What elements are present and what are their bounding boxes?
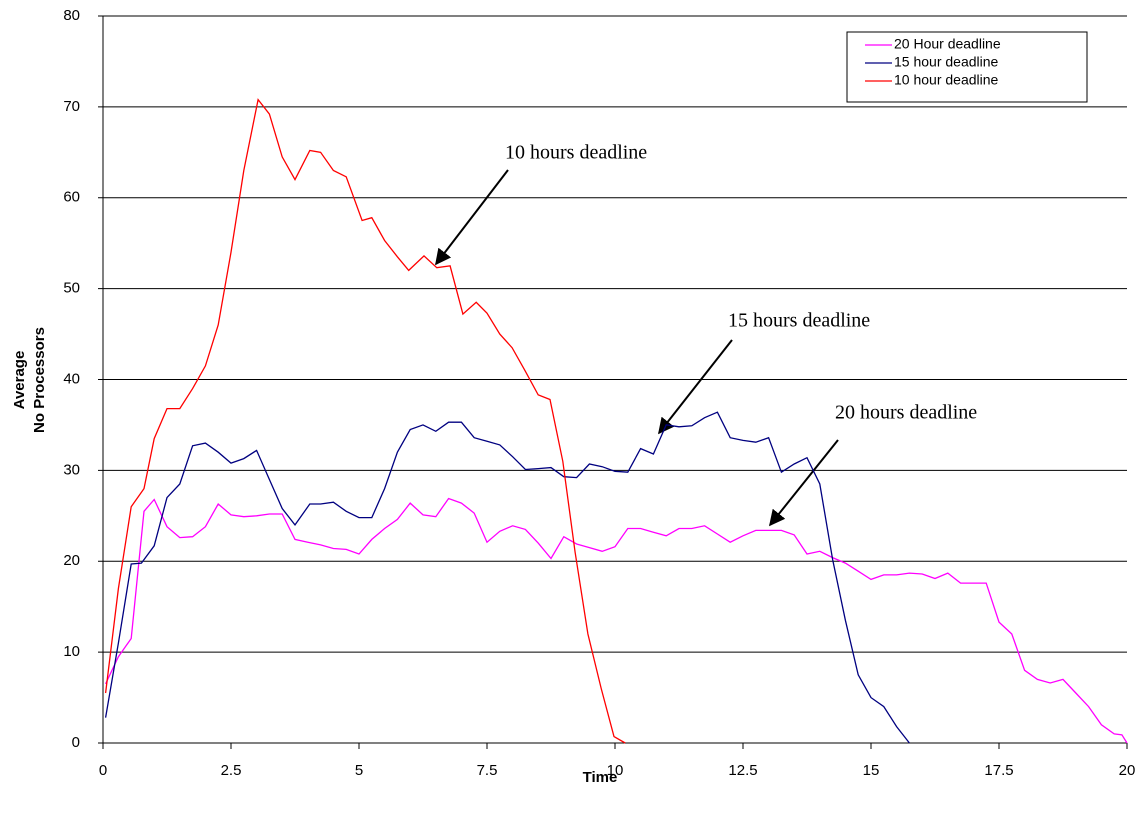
series-line [104, 411, 910, 744]
y-tick-label: 60 [63, 189, 80, 206]
y-tick-label: 10 [63, 643, 80, 660]
y-axis-label: Average No Processors [11, 327, 48, 433]
x-tick-label: 20 [1119, 762, 1136, 779]
legend-label: 10 hour deadline [894, 72, 999, 88]
x-tick-label: 5 [355, 762, 363, 779]
y-axis-label-line: No Processors [31, 327, 48, 433]
x-axis-label: Time [583, 769, 618, 786]
annotation-arrows [435, 169, 839, 527]
series-line [105, 497, 1128, 744]
series-line [104, 98, 626, 744]
annotation: 20 hours deadline [835, 402, 977, 424]
y-tick-label: 70 [63, 98, 80, 115]
y-tick-label: 40 [63, 370, 80, 387]
legend-label: 20 Hour deadline [894, 36, 1001, 52]
y-tick-label: 30 [63, 461, 80, 478]
y-tick-label: 20 [63, 552, 80, 569]
annotation: 10 hours deadline [505, 142, 647, 164]
y-axis-label-line: Average [11, 351, 28, 410]
x-tick-label: 10 [607, 762, 624, 779]
y-tick-label: 50 [63, 280, 80, 297]
annotation: 15 hours deadline [728, 310, 870, 332]
arrow [658, 339, 733, 435]
x-tick-label: 12.5 [728, 762, 757, 779]
y-tick-label: 0 [72, 734, 80, 751]
x-tick-label: 2.5 [221, 762, 242, 779]
arrow [769, 439, 839, 527]
x-tick-label: 15 [863, 762, 880, 779]
legend-box [846, 31, 1088, 103]
x-tick-label: 7.5 [477, 762, 498, 779]
legend-label: 15 hour deadline [894, 54, 999, 70]
x-tick-label: 17.5 [984, 762, 1013, 779]
x-tick-label: 0 [99, 762, 107, 779]
arrow [435, 169, 509, 266]
legend: 20 Hour deadline 15 hour deadline 10 hour … [846, 31, 1088, 103]
y-tick-label: 80 [63, 7, 80, 24]
